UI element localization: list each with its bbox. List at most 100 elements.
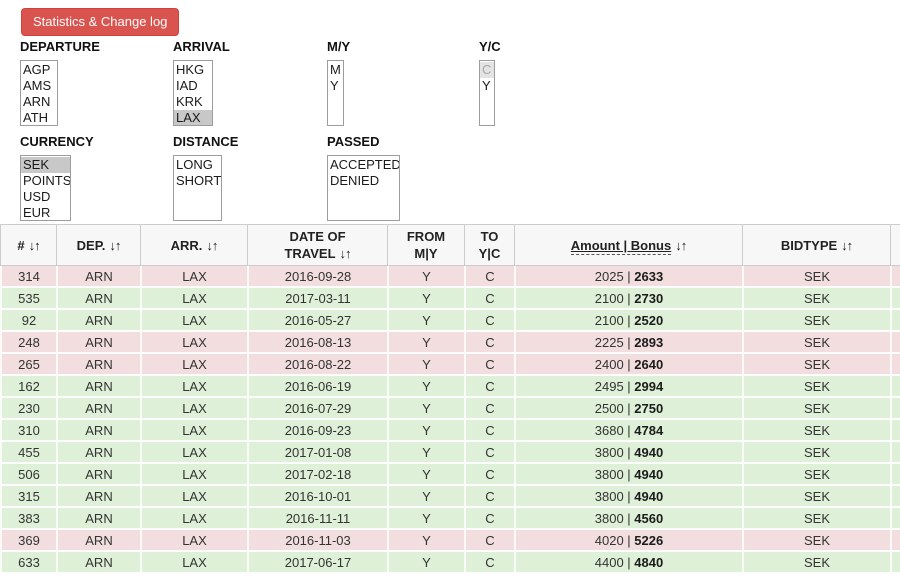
bonus-value: 4940 [634, 444, 664, 460]
cell-bidtype: SEK [742, 332, 890, 354]
bonus-value: 4784 [634, 422, 664, 438]
option-sek[interactable]: SEK [21, 157, 70, 173]
filter-my: M/Y M Y [327, 39, 350, 126]
sort-icon[interactable]: ↓↑ [675, 237, 687, 253]
bonus-value: 2750 [634, 400, 664, 416]
cell-from: Y [387, 420, 464, 442]
cell-date: 2016-07-29 [247, 398, 387, 420]
option-c[interactable]: C [480, 62, 494, 78]
col-header-bidtype[interactable]: BIDTYPE ↓↑ [742, 224, 890, 266]
filter-currency: CURRENCY SEK POINTS USD EUR [20, 134, 94, 221]
bonus-value: 2730 [634, 290, 664, 306]
option-ams[interactable]: AMS [23, 78, 52, 93]
option-long[interactable]: LONG [176, 157, 213, 172]
cell-num: 314 [0, 266, 56, 288]
cell-extra [890, 266, 900, 288]
cell-to: C [464, 552, 514, 574]
col-header-label-amount: Amount | Bonus [570, 237, 672, 255]
option-ath[interactable]: ATH [23, 110, 49, 125]
option-eur[interactable]: EUR [23, 205, 51, 220]
cell-extra [890, 530, 900, 552]
cell-extra [890, 376, 900, 398]
cell-dep: ARN [56, 530, 140, 552]
cell-extra [890, 420, 900, 442]
sort-icon[interactable]: ↓↑ [206, 237, 218, 253]
filter-listbox-currency[interactable]: SEK POINTS USD EUR [20, 155, 71, 221]
option-short[interactable]: SHORT [176, 173, 222, 188]
filter-listbox-passed[interactable]: ACCEPTED DENIED [327, 155, 400, 221]
option-arn[interactable]: ARN [23, 94, 51, 109]
col-header-arr[interactable]: ARR. ↓↑ [140, 224, 247, 266]
cell-date: 2017-03-11 [247, 288, 387, 310]
filter-listbox-departure[interactable]: AGP AMS ARN ATH [20, 60, 58, 126]
cell-from: Y [387, 442, 464, 464]
option-iad[interactable]: IAD [176, 78, 198, 93]
sort-icon[interactable]: ↓↑ [109, 237, 121, 253]
col-header-dep[interactable]: DEP. ↓↑ [56, 224, 140, 266]
amount-value: 2400 [594, 356, 624, 372]
option-accepted[interactable]: ACCEPTED [330, 157, 400, 172]
option-agp[interactable]: AGP [23, 62, 51, 77]
filter-distance: DISTANCE LONG SHORT [173, 134, 238, 221]
filter-label-yc: Y/C [479, 39, 501, 54]
cell-amount-bonus: 4020 | 5226 [514, 530, 742, 552]
cell-dep: ARN [56, 420, 140, 442]
option-m[interactable]: M [330, 62, 341, 77]
option-y[interactable]: Y [330, 78, 339, 93]
sort-icon[interactable]: ↓↑ [339, 246, 352, 261]
cell-from: Y [387, 376, 464, 398]
bonus-value: 2893 [634, 334, 664, 350]
option-denied[interactable]: DENIED [330, 173, 380, 188]
cell-bidtype: SEK [742, 420, 890, 442]
cell-arr: LAX [140, 398, 247, 420]
cell-date: 2017-02-18 [247, 464, 387, 486]
bid-row: 369 ARN LAX 2016-11-03 Y C 4020 | 5226 SEK [0, 530, 900, 552]
col-header-num[interactable]: # ↓↑ [0, 224, 56, 266]
amount-value: 2500 [594, 400, 624, 416]
cell-amount-bonus: 2500 | 2750 [514, 398, 742, 420]
cell-from: Y [387, 266, 464, 288]
filter-label-distance: DISTANCE [173, 134, 239, 149]
option-hkg[interactable]: HKG [176, 62, 205, 77]
bonus-value: 4560 [634, 510, 664, 526]
filter-listbox-distance[interactable]: LONG SHORT [173, 155, 222, 221]
col-header-amount[interactable]: Amount | Bonus ↓↑ [514, 224, 742, 266]
cell-num: 265 [0, 354, 56, 376]
cell-bidtype: SEK [742, 288, 890, 310]
cell-to: C [464, 310, 514, 332]
statistics-changelog-button[interactable]: Statistics & Change log [21, 8, 180, 36]
cell-to: C [464, 442, 514, 464]
bids-table: # ↓↑ DEP. ↓↑ ARR. ↓↑ DATE OF TRAVEL ↓↑ FROM M|Y TO Y… [0, 224, 900, 574]
cell-num: 162 [0, 376, 56, 398]
col-header-line1-arr: ARR. ↓↑ [170, 237, 219, 253]
sort-icon[interactable]: ↓↑ [841, 237, 853, 253]
bid-row: 230 ARN LAX 2016-07-29 Y C 2500 | 2750 SEK [0, 398, 900, 420]
option-usd[interactable]: USD [23, 189, 51, 204]
option-krk[interactable]: KRK [176, 94, 203, 109]
cell-dep: ARN [56, 552, 140, 574]
cell-bidtype: SEK [742, 508, 890, 530]
cell-num: 230 [0, 398, 56, 420]
cell-arr: LAX [140, 354, 247, 376]
cell-amount-bonus: 2025 | 2633 [514, 266, 742, 288]
bid-row: 535 ARN LAX 2017-03-11 Y C 2100 | 2730 SEK [0, 288, 900, 310]
cell-date: 2016-09-23 [247, 420, 387, 442]
option-lax[interactable]: LAX [174, 110, 212, 125]
cell-amount-bonus: 2100 | 2520 [514, 310, 742, 332]
col-header-line2-to: Y|C [478, 246, 501, 261]
cell-extra [890, 288, 900, 310]
cell-to: C [464, 530, 514, 552]
bid-row: 314 ARN LAX 2016-09-28 Y C 2025 | 2633 SEK [0, 266, 900, 288]
option-y[interactable]: Y [482, 78, 491, 93]
col-header-date[interactable]: DATE OF TRAVEL ↓↑ [247, 224, 387, 266]
cell-from: Y [387, 332, 464, 354]
bid-row: 248 ARN LAX 2016-08-13 Y C 2225 | 2893 SEK [0, 332, 900, 354]
col-header-line1-from: FROM [406, 229, 446, 244]
cell-bidtype: SEK [742, 486, 890, 508]
sort-icon[interactable]: ↓↑ [28, 237, 41, 253]
filter-listbox-arrival[interactable]: HKG IAD KRK LAX [173, 60, 213, 126]
cell-arr: LAX [140, 442, 247, 464]
option-points[interactable]: POINTS [23, 173, 71, 188]
